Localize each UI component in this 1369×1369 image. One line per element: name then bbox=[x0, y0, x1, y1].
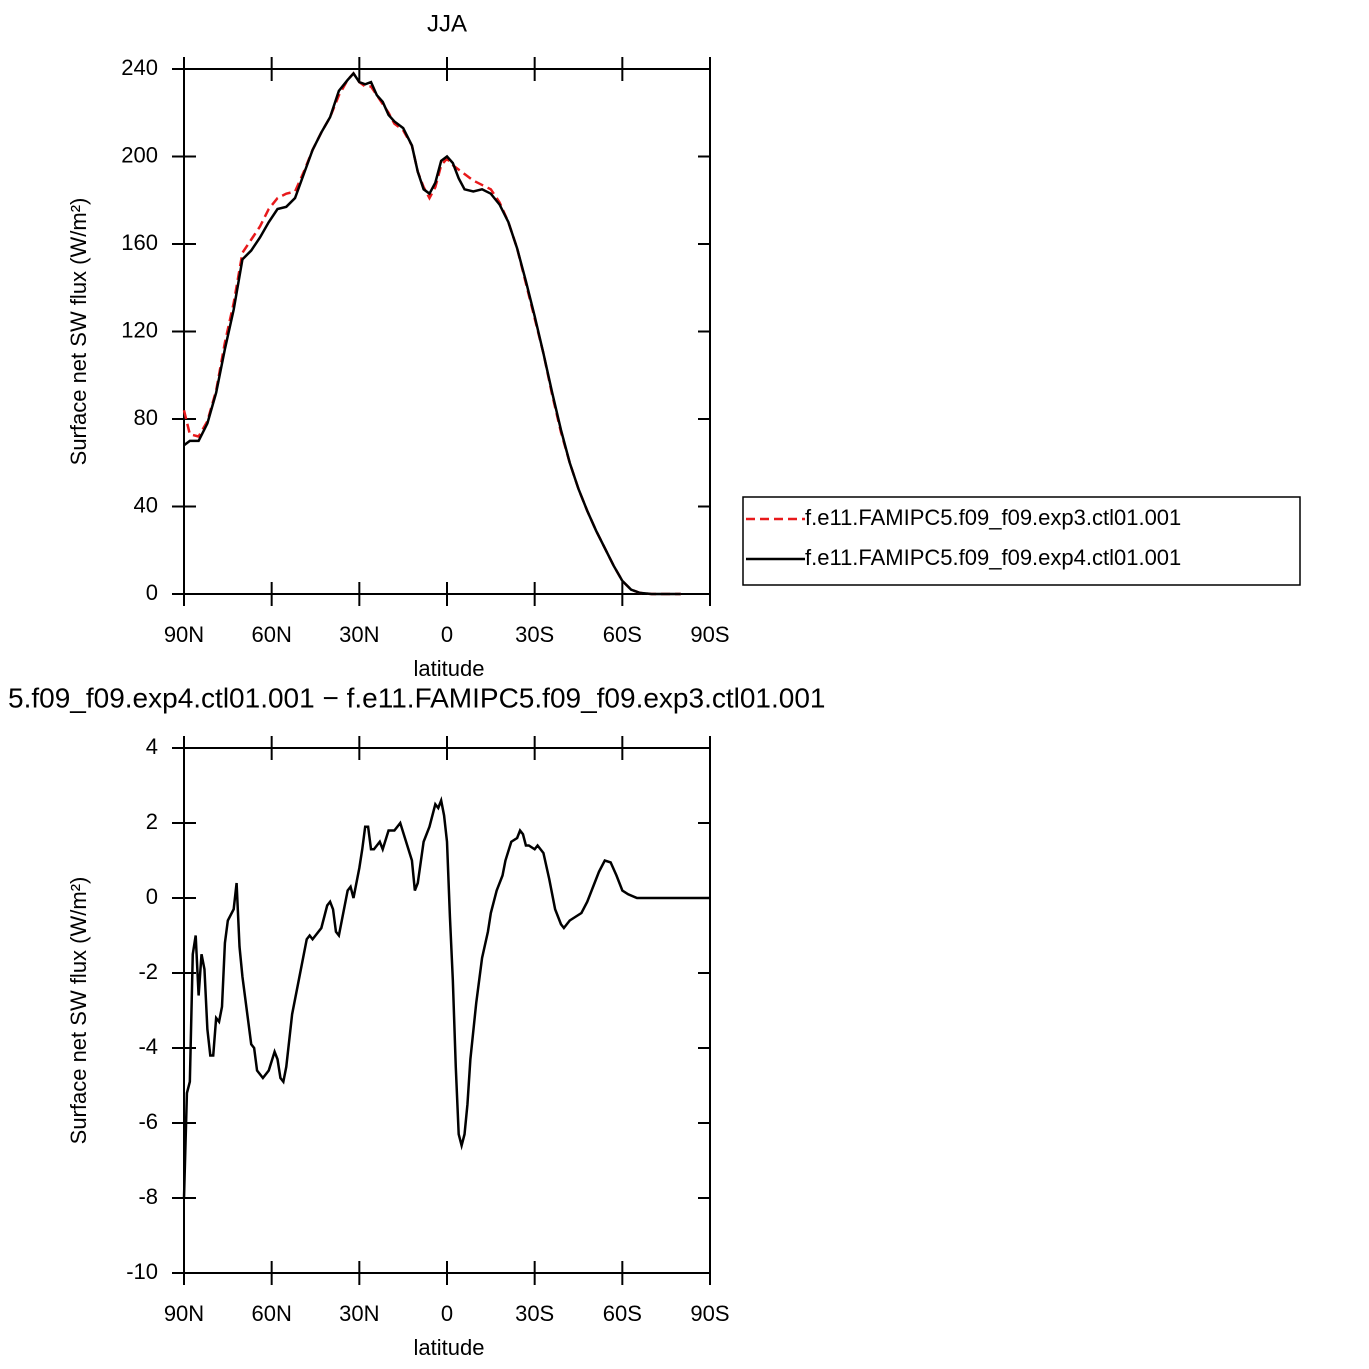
y-tick-label: -4 bbox=[138, 1034, 158, 1059]
data-line bbox=[183, 71, 681, 596]
legend-label: f.e11.FAMIPC5.f09_f09.exp3.ctl01.001 bbox=[805, 505, 1181, 530]
y-tick-label: -2 bbox=[138, 959, 158, 984]
y-axis-label: Surface net SW flux (W/m²) bbox=[66, 877, 91, 1145]
x-tick-label: 60N bbox=[251, 1301, 291, 1326]
x-axis-label: latitude bbox=[414, 1335, 485, 1360]
y-tick-label: 0 bbox=[146, 884, 158, 909]
x-tick-label: 60S bbox=[603, 1301, 642, 1326]
y-tick-label: -10 bbox=[126, 1259, 158, 1284]
legend-label: f.e11.FAMIPC5.f09_f09.exp4.ctl01.001 bbox=[805, 545, 1181, 570]
x-tick-label: 30N bbox=[339, 1301, 379, 1326]
legend-box bbox=[742, 496, 1301, 586]
x-axis-label: latitude bbox=[414, 656, 485, 681]
y-tick-label: 4 bbox=[146, 734, 158, 759]
x-tick-label: 0 bbox=[441, 622, 453, 647]
y-tick-label: 160 bbox=[121, 230, 158, 255]
x-tick-label: 60N bbox=[251, 622, 291, 647]
data-line bbox=[182, 796, 710, 1199]
x-tick-label: 60S bbox=[603, 622, 642, 647]
y-tick-label: -8 bbox=[138, 1184, 158, 1209]
x-tick-label: 30S bbox=[515, 1301, 554, 1326]
x-tick-label: 90N bbox=[164, 622, 204, 647]
chart-title: JJA bbox=[427, 10, 467, 37]
x-tick-label: 30N bbox=[339, 622, 379, 647]
y-tick-label: 200 bbox=[121, 142, 158, 167]
x-tick-label: 90S bbox=[690, 622, 729, 647]
y-tick-label: 0 bbox=[146, 580, 158, 605]
plot-frame bbox=[183, 68, 711, 595]
x-tick-label: 90N bbox=[164, 1301, 204, 1326]
y-tick-label: 120 bbox=[121, 317, 158, 342]
x-tick-label: 30S bbox=[515, 622, 554, 647]
y-tick-label: 80 bbox=[134, 405, 158, 430]
y-tick-label: -6 bbox=[138, 1109, 158, 1134]
y-axis-label: Surface net SW flux (W/m²) bbox=[66, 198, 91, 466]
y-tick-label: 240 bbox=[121, 55, 158, 80]
x-tick-label: 90S bbox=[690, 1301, 729, 1326]
chart-title: 5.f09_f09.exp4.ctl01.001 − f.e11.FAMIPC5… bbox=[8, 682, 826, 713]
x-tick-label: 0 bbox=[441, 1301, 453, 1326]
plot-frame bbox=[183, 747, 711, 1274]
y-tick-label: 40 bbox=[134, 492, 158, 517]
data-line bbox=[182, 71, 681, 596]
y-tick-label: 2 bbox=[146, 809, 158, 834]
